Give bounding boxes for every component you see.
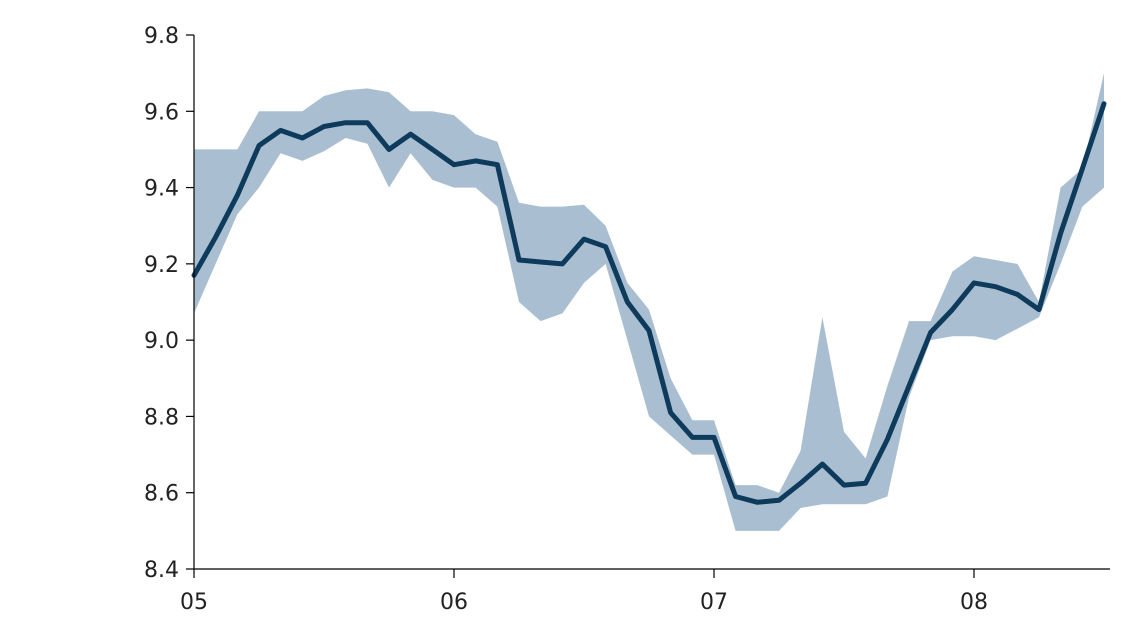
y-tick-label: 9.2: [144, 253, 179, 278]
x-tick-label: 08: [960, 590, 988, 615]
y-tick-label: 9.8: [144, 24, 179, 49]
x-tick-label: 05: [180, 590, 208, 615]
y-tick-label: 9.0: [144, 329, 179, 354]
y-tick-label: 8.8: [144, 405, 179, 430]
y-ticks: 9.8 9.6 9.4 9.2 9.0 8.8 8.6 8.4: [144, 24, 194, 583]
x-tick-label: 06: [440, 590, 468, 615]
plot-area: [191, 73, 1107, 531]
y-tick-label: 9.6: [144, 100, 179, 125]
y-tick-label: 8.4: [144, 558, 179, 583]
y-tick-label: 8.6: [144, 482, 179, 507]
x-tick-label: 07: [700, 590, 728, 615]
x-ticks: 05 06 07 08: [180, 569, 988, 615]
range-band: [194, 73, 1104, 531]
y-tick-label: 9.4: [144, 177, 179, 202]
series-line: [191, 101, 1107, 505]
